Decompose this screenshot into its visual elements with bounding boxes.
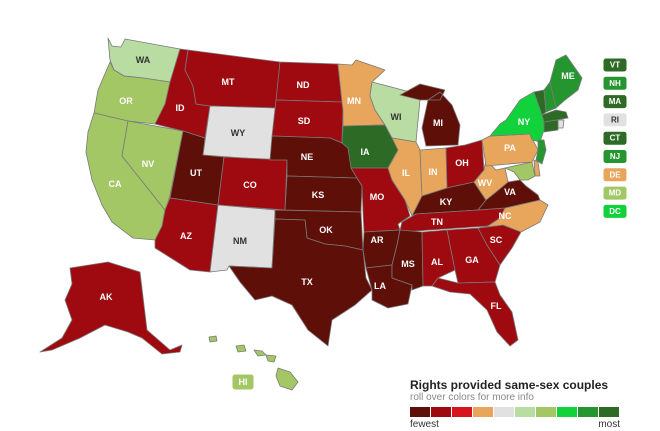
state-hi[interactable] xyxy=(208,335,299,391)
northeast-box-ri[interactable] xyxy=(602,112,628,128)
state-md[interactable] xyxy=(504,161,536,181)
legend-color-scale xyxy=(410,407,625,417)
state-mt[interactable] xyxy=(184,49,281,109)
state-box-hi[interactable] xyxy=(231,373,255,391)
state-tx[interactable] xyxy=(228,218,373,347)
state-nj[interactable] xyxy=(535,139,547,165)
state-co[interactable] xyxy=(217,156,288,211)
northeast-box-de[interactable] xyxy=(602,167,628,183)
northeast-box-dc[interactable] xyxy=(602,203,628,219)
northeast-box-vt[interactable] xyxy=(602,57,628,73)
state-nm[interactable] xyxy=(209,204,276,273)
state-pa[interactable] xyxy=(481,133,539,167)
northeast-box-nj[interactable] xyxy=(602,149,628,164)
state-wy[interactable] xyxy=(202,105,277,161)
state-me[interactable] xyxy=(549,54,583,109)
legend-swatch-10[interactable] xyxy=(599,407,619,417)
legend-ends: fewest most xyxy=(410,419,620,430)
northeast-box-nh[interactable] xyxy=(602,75,628,91)
state-ms[interactable] xyxy=(391,229,424,291)
legend-swatch-3[interactable] xyxy=(452,407,472,417)
northeast-box-md[interactable] xyxy=(602,185,628,201)
state-mi[interactable] xyxy=(399,83,461,147)
state-de[interactable] xyxy=(533,159,541,177)
legend-swatch-5[interactable] xyxy=(494,407,514,417)
legend-swatch-8[interactable] xyxy=(557,407,577,417)
legend-swatch-4[interactable] xyxy=(473,407,493,417)
legend-title: Rights provided same-sex couples xyxy=(410,378,609,392)
state-nc[interactable] xyxy=(477,199,549,233)
state-il[interactable] xyxy=(387,137,423,217)
legend-swatch-2[interactable] xyxy=(431,407,451,417)
legend-swatch-1[interactable] xyxy=(410,407,430,417)
legend: Rights provided same-sex couples roll ov… xyxy=(410,379,625,430)
legend-swatch-6[interactable] xyxy=(515,407,535,417)
legend-low-label: fewest xyxy=(410,419,439,430)
legend-swatch-9[interactable] xyxy=(578,407,598,417)
state-ks[interactable] xyxy=(284,175,363,213)
northeast-box-ct[interactable] xyxy=(602,130,628,146)
state-ct[interactable] xyxy=(543,119,559,133)
state-ri[interactable] xyxy=(557,119,565,129)
state-ma[interactable] xyxy=(541,109,569,123)
northeast-box-ma[interactable] xyxy=(602,94,628,110)
state-nd[interactable] xyxy=(275,61,343,103)
legend-subtitle: roll over colors for more info xyxy=(410,392,534,403)
legend-swatch-7[interactable] xyxy=(536,407,556,417)
state-fl[interactable] xyxy=(431,277,519,347)
state-ny[interactable] xyxy=(489,91,545,143)
state-ak[interactable] xyxy=(39,261,183,355)
legend-high-label: most xyxy=(598,419,620,430)
state-in[interactable] xyxy=(419,147,448,197)
